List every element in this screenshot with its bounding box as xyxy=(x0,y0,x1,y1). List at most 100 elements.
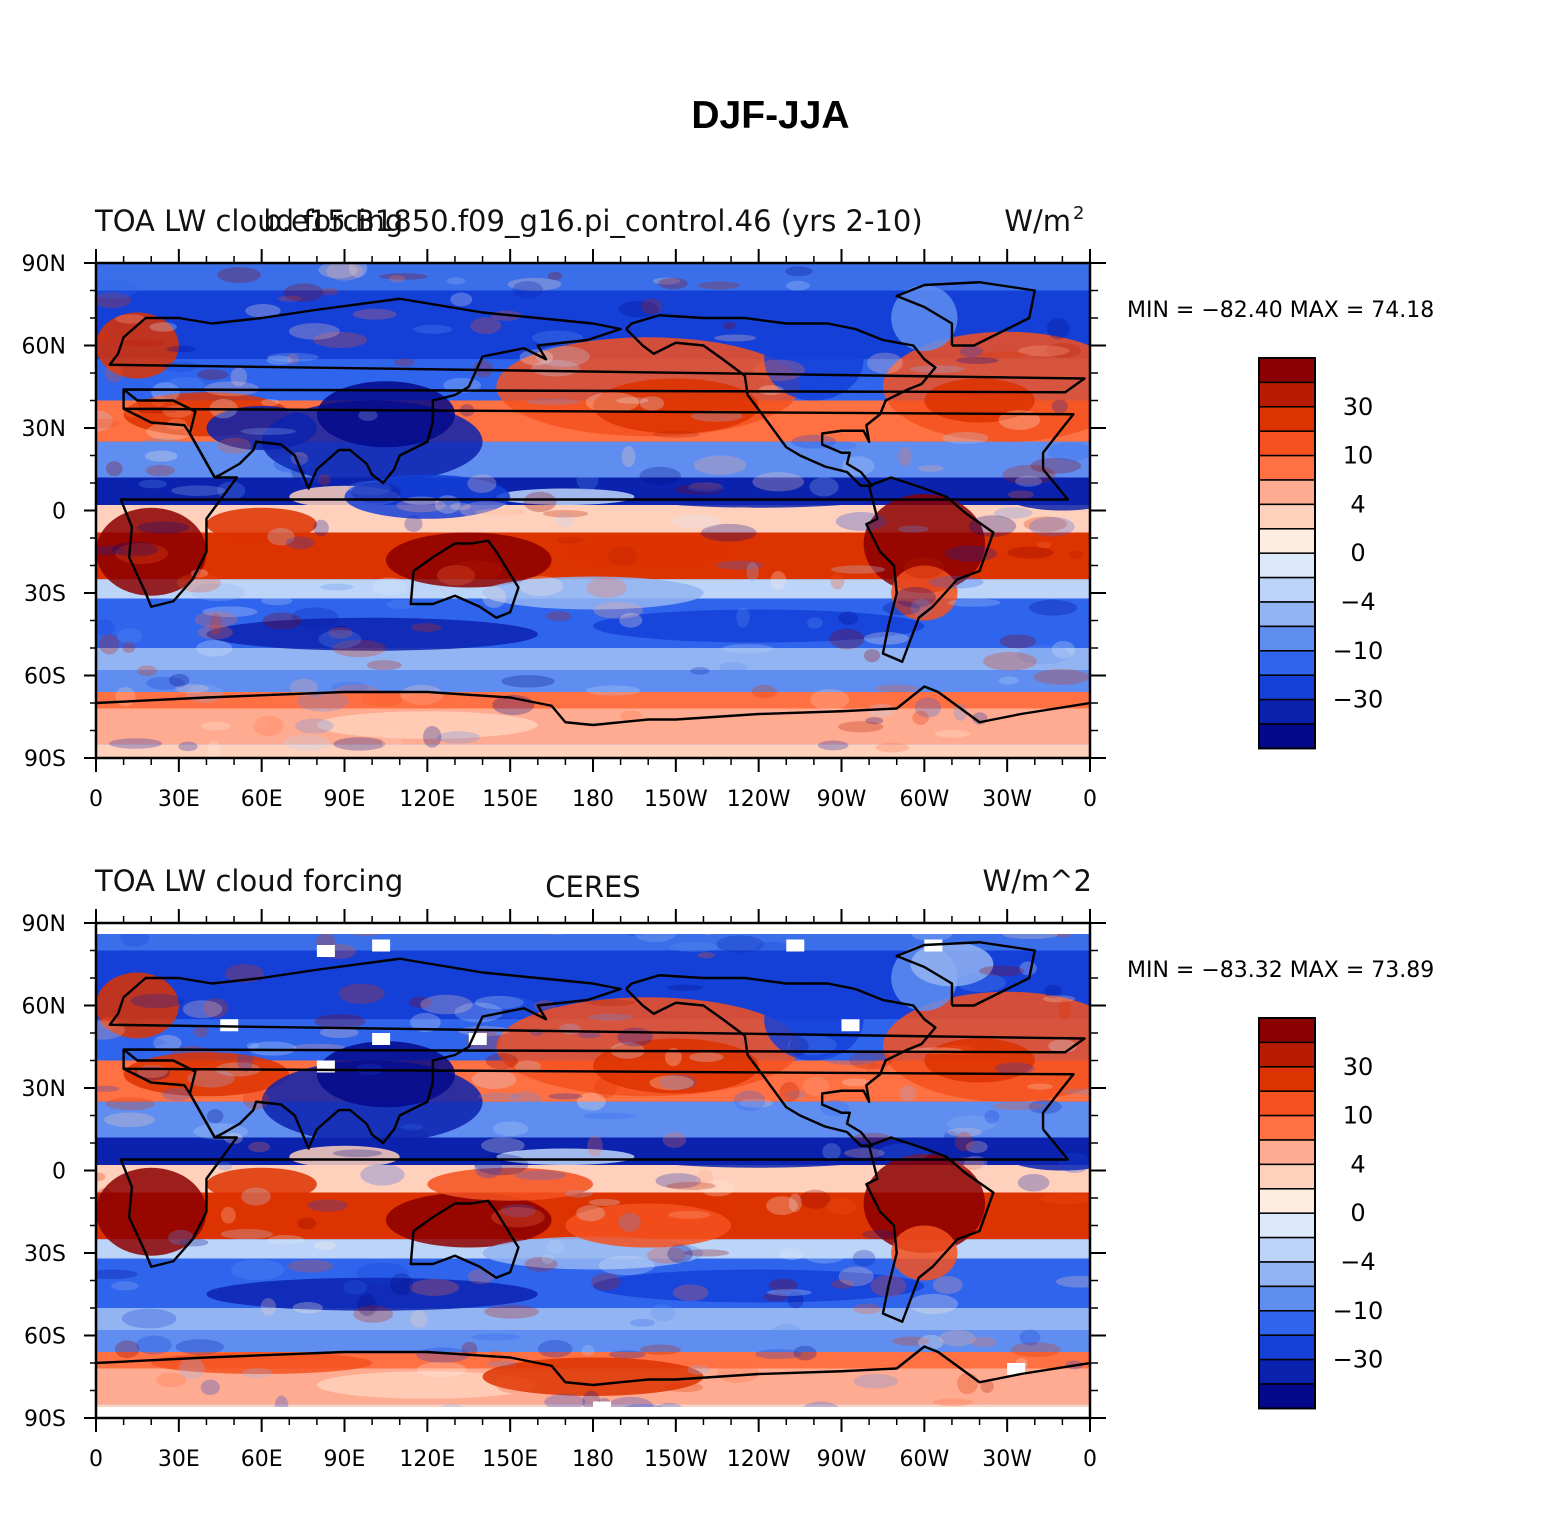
contour-detail xyxy=(330,684,382,706)
coastline xyxy=(108,957,1086,1150)
contour-detail xyxy=(993,507,1033,519)
contour-detail xyxy=(581,1344,595,1356)
colorbar-label: 30 xyxy=(1343,393,1374,421)
contour-detail xyxy=(957,1372,979,1395)
contour-detail xyxy=(608,1350,646,1359)
contour-detail xyxy=(491,1219,531,1233)
contour-detail xyxy=(495,1376,531,1394)
contour-detail xyxy=(786,280,810,291)
contour-detail xyxy=(666,984,703,991)
contour-detail xyxy=(379,273,428,280)
contour-detail xyxy=(946,1127,983,1137)
contour-detail xyxy=(650,1304,676,1322)
colorbar-box xyxy=(1258,650,1316,676)
contour-detail xyxy=(689,1052,724,1062)
contour-detail xyxy=(242,1089,269,1110)
lon-tick-label: 90W xyxy=(817,787,867,812)
contour-detail xyxy=(662,1131,687,1148)
obs-map xyxy=(96,923,1090,1418)
panel-min-max: MIN = −83.32 MAX = 73.89 xyxy=(1127,958,1434,983)
contour-detail xyxy=(485,1053,519,1070)
coastline xyxy=(119,407,1075,608)
contour-detail xyxy=(1046,342,1081,358)
contour-detail xyxy=(484,1304,540,1319)
contour-detail xyxy=(461,1341,478,1357)
contour-detail xyxy=(693,455,747,475)
lat-band xyxy=(96,1330,1090,1352)
contour-detail xyxy=(524,1256,558,1272)
contour-detail xyxy=(286,353,299,365)
contour-detail xyxy=(576,468,599,491)
panel-dataset-name: CERES xyxy=(545,870,640,904)
contour-detail xyxy=(586,999,636,1007)
colorbar-box xyxy=(1258,552,1316,579)
contour-detail xyxy=(766,1289,812,1296)
colorbar-label: 0 xyxy=(1350,539,1365,567)
contour-detail xyxy=(241,1368,273,1379)
colorbar-label: −10 xyxy=(1333,637,1384,665)
colorbar-box xyxy=(1258,1041,1316,1068)
colorbar-label: −30 xyxy=(1333,686,1384,714)
contour-region xyxy=(96,507,207,596)
contour-detail xyxy=(386,599,417,610)
contour-detail xyxy=(246,1042,259,1049)
contour-detail xyxy=(410,1012,441,1033)
lon-tick-label: 150E xyxy=(482,787,538,812)
contour-detail xyxy=(619,612,643,628)
contour-detail xyxy=(822,1143,841,1160)
lon-tick-label: 30W xyxy=(982,1447,1032,1472)
lon-tick-label: 0 xyxy=(89,1447,103,1472)
contour-detail xyxy=(784,1090,807,1099)
contour-detail xyxy=(1058,1152,1090,1173)
contour-detail xyxy=(98,634,120,655)
contour-detail xyxy=(766,1196,798,1216)
contour-detail xyxy=(789,1037,809,1056)
lat-band xyxy=(96,1101,1090,1138)
contour-detail xyxy=(607,545,637,566)
contour-detail xyxy=(861,1229,896,1240)
contour-detail xyxy=(1010,1342,1061,1358)
contour-detail xyxy=(594,1076,617,1099)
contour-detail xyxy=(687,482,724,492)
contour-detail xyxy=(400,1123,423,1131)
lat-tick-label: 60N xyxy=(22,335,66,360)
contour-detail xyxy=(620,710,643,722)
colorbar-box xyxy=(1258,1310,1316,1336)
contour-detail xyxy=(982,652,1037,671)
obs-panel: TOA LW cloud forcing CERES W/m^2 MIN = −… xyxy=(0,855,1541,1495)
contour-detail xyxy=(105,461,123,477)
coastline xyxy=(108,297,1086,490)
contour-detail xyxy=(318,629,362,649)
contour-detail xyxy=(585,685,641,696)
contour-detail xyxy=(514,1170,567,1181)
contour-detail xyxy=(715,560,764,570)
colorbar-box xyxy=(1258,406,1316,432)
contour-detail xyxy=(953,703,968,721)
colorbar-box xyxy=(1258,1334,1316,1361)
contour-detail xyxy=(590,1273,621,1291)
lon-tick-label: 30E xyxy=(158,787,200,812)
contour-detail xyxy=(260,398,280,407)
contour-detail xyxy=(170,1045,216,1067)
contour-detail xyxy=(892,1336,930,1346)
colorbar-box xyxy=(1258,430,1316,457)
contour-detail xyxy=(1051,399,1068,414)
contour-detail xyxy=(546,1239,565,1255)
contour-detail xyxy=(366,660,402,671)
lat-tick-label: 60S xyxy=(24,1325,66,1350)
contour-detail xyxy=(842,456,875,476)
contour-detail xyxy=(1047,442,1090,462)
contour-detail xyxy=(115,543,168,564)
contour-detail xyxy=(491,1207,545,1228)
contour-detail xyxy=(838,611,859,625)
contour-detail xyxy=(474,995,524,1010)
colorbar-box xyxy=(1258,723,1316,750)
contour-detail xyxy=(959,345,983,358)
colorbar-box xyxy=(1258,1383,1316,1410)
contour-detail xyxy=(171,485,226,496)
contour-region xyxy=(496,1148,635,1165)
contour-detail xyxy=(689,482,722,490)
contour-detail xyxy=(115,687,136,707)
contour-detail xyxy=(518,576,564,597)
lat-tick-label: 0 xyxy=(52,500,66,525)
